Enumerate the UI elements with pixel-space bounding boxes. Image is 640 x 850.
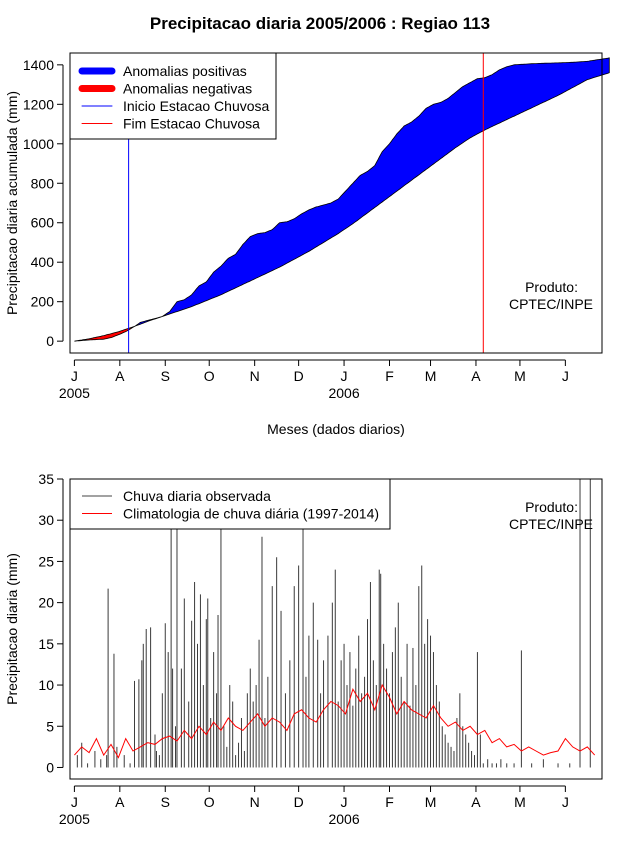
accum-x-tick-label: J xyxy=(341,368,348,384)
accum-legend-label: Inicio Estacao Chuvosa xyxy=(123,98,270,114)
daily-x-tick-label: O xyxy=(204,794,215,810)
page-title: Precipitacao diaria 2005/2006 : Regiao 1… xyxy=(149,14,491,33)
daily-y-axis-title: Precipitacao diaria (mm) xyxy=(4,553,20,705)
accum-y-tick-label: 1000 xyxy=(23,136,54,152)
accum-x-tick-label: F xyxy=(385,368,394,384)
daily-legend-box xyxy=(69,478,391,530)
daily-y-tick-label: 10 xyxy=(38,677,54,693)
accum-y-tick-label: 200 xyxy=(31,294,55,310)
accum-y-tick-label: 1400 xyxy=(23,57,54,73)
accum-x-tick-label: M xyxy=(514,368,526,384)
accum-x-axis-title: Meses (dados diarios) xyxy=(267,421,405,437)
daily-x-tick-label: J xyxy=(71,794,78,810)
climatology-line xyxy=(74,683,596,759)
accum-y-tick-label: 800 xyxy=(31,175,55,191)
accum-x-tick-label: S xyxy=(161,368,170,384)
accum-x-tick-label: N xyxy=(250,368,260,384)
daily-y-tick-label: 0 xyxy=(46,759,54,775)
accum-x-tick-label: O xyxy=(204,368,215,384)
accum-y-tick-label: 400 xyxy=(31,254,55,270)
daily-y-tick-label: 15 xyxy=(38,636,54,652)
daily-x-tick-label: A xyxy=(471,794,481,810)
accum-legend-label: Fim Estacao Chuvosa xyxy=(123,116,260,132)
daily-legend-label: Climatologia de chuva diária (1997-2014) xyxy=(123,506,379,522)
accum-annotation-line: CPTEC/INPE xyxy=(509,296,593,312)
daily-legend: Chuva diaria observada Climatologia de ch… xyxy=(69,478,391,530)
accum-x-tick-label: M xyxy=(425,368,437,384)
accum-y-tick-label: 0 xyxy=(46,333,54,349)
daily-y-tick-label: 20 xyxy=(38,595,54,611)
daily-y-tick-label: 30 xyxy=(38,512,54,528)
accum-y-tick-label: 600 xyxy=(31,215,55,231)
accum-legend-box xyxy=(69,52,277,140)
accum-year-label: 2006 xyxy=(328,385,359,401)
daily-annotation-line: Produto: xyxy=(525,499,578,515)
accum-x-tick-label: A xyxy=(471,368,481,384)
negative-anomaly-area xyxy=(75,326,135,342)
daily-y-tick-label: 25 xyxy=(38,553,54,569)
daily-x-tick-label: M xyxy=(514,794,526,810)
accum-annotation-line: Produto: xyxy=(525,279,578,295)
accum-y-tick-label: 1200 xyxy=(23,96,54,112)
daily-x-tick-label: M xyxy=(425,794,437,810)
daily-x-tick-label: N xyxy=(250,794,260,810)
daily-year-label: 2005 xyxy=(59,811,90,827)
accum-x-tick-label: D xyxy=(294,368,304,384)
daily-legend-label: Chuva diaria observada xyxy=(123,488,271,504)
accum-legend: Anomalias positivas Anomalias negativasIn… xyxy=(69,52,277,140)
daily-annotation-line: CPTEC/INPE xyxy=(509,516,593,532)
accum-plot-frame xyxy=(69,52,603,354)
daily-y-tick-label: 5 xyxy=(46,718,54,734)
accum-legend-label: Anomalias negativas xyxy=(123,81,252,97)
daily-y-tick-label: 35 xyxy=(38,471,54,487)
accum-legend-label: Anomalias positivas xyxy=(123,63,247,79)
daily-x-tick-label: D xyxy=(294,794,304,810)
positive-anomaly-area xyxy=(134,57,610,327)
daily-x-tick-label: A xyxy=(115,794,125,810)
daily-year-label: 2006 xyxy=(328,811,359,827)
daily-x-tick-label: J xyxy=(562,794,569,810)
accum-x-tick-label: J xyxy=(562,368,569,384)
daily-x-tick-label: F xyxy=(385,794,394,810)
accum-year-label: 2005 xyxy=(59,385,90,401)
daily-bars xyxy=(74,479,596,768)
daily-x-tick-label: S xyxy=(161,794,170,810)
accum-x-tick-label: J xyxy=(71,368,78,384)
accum-y-axis-title: Precipitacao diaria acumulada (mm) xyxy=(4,91,20,315)
accum-x-tick-label: A xyxy=(115,368,125,384)
daily-x-tick-label: J xyxy=(341,794,348,810)
daily-x-axis-title: Meses (dados diarios) xyxy=(267,847,405,850)
